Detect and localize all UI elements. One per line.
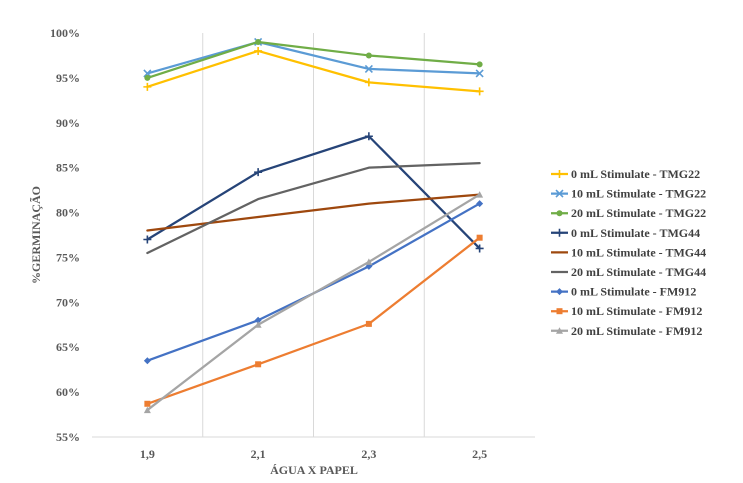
y-tick-label: 55% — [56, 430, 80, 444]
legend-item: 20 mL Stimulate - FM912 — [551, 324, 702, 338]
series-line — [146, 135, 481, 250]
x-tick-label: 2,5 — [472, 447, 487, 461]
series-layer — [143, 37, 484, 414]
legend-item: 0 mL Stimulate - TMG44 — [551, 226, 700, 240]
data-point — [555, 189, 564, 198]
legend-item: 0 mL Stimulate - FM912 — [551, 285, 696, 299]
series-line — [146, 49, 481, 93]
data-point — [365, 320, 372, 327]
legend-label: 20 mL Stimulate - TMG44 — [571, 265, 706, 279]
legend-label: 10 mL Stimulate - FM912 — [571, 304, 702, 318]
legend-label: 0 mL Stimulate - TMG44 — [571, 226, 700, 240]
legend-item: 10 mL Stimulate - TMG22 — [551, 187, 706, 201]
y-tick-label: 90% — [56, 116, 80, 130]
data-point — [144, 400, 151, 407]
data-point — [555, 228, 564, 237]
data-point — [476, 191, 484, 198]
series-line — [146, 40, 481, 80]
data-point — [254, 321, 262, 328]
data-point — [143, 357, 151, 365]
legend-label: 0 mL Stimulate - FM912 — [571, 285, 696, 299]
data-point — [475, 69, 484, 78]
data-point — [365, 52, 372, 59]
series-20-ml-stimulate-fm912 — [143, 191, 484, 414]
data-point — [476, 200, 484, 208]
data-point — [364, 78, 373, 87]
y-axis-title: %GERMINAÇÃO — [29, 186, 43, 284]
data-point — [556, 308, 563, 315]
legend-item: 20 mL Stimulate - TMG44 — [551, 265, 706, 279]
series-10-ml-stimulate-fm912 — [144, 234, 483, 407]
legend-label: 0 mL Stimulate - TMG22 — [571, 167, 700, 181]
data-point — [254, 316, 262, 324]
data-point — [143, 69, 152, 78]
legend-label: 20 mL Stimulate - FM912 — [571, 324, 702, 338]
x-tick-label: 2,3 — [361, 447, 376, 461]
series-20-ml-stimulate-tmg22 — [144, 38, 483, 81]
y-tick-label: 100% — [50, 26, 80, 40]
data-point — [144, 74, 151, 81]
y-tick-label: 95% — [56, 71, 80, 85]
data-point — [364, 132, 373, 141]
data-point — [254, 46, 263, 55]
data-point — [255, 361, 262, 368]
legend-item: 10 mL Stimulate - TMG44 — [551, 245, 706, 259]
x-tick-label: 1,9 — [140, 447, 155, 461]
data-point — [475, 87, 484, 96]
data-point — [556, 327, 563, 334]
data-point — [555, 170, 564, 178]
legend-item: 0 mL Stimulate - TMG22 — [551, 167, 700, 181]
series-line — [146, 40, 481, 75]
data-point — [254, 168, 263, 177]
data-point — [476, 61, 483, 68]
legend-item: 10 mL Stimulate - FM912 — [551, 304, 702, 318]
series-line — [146, 236, 481, 405]
y-tick-label: 80% — [56, 206, 80, 220]
legend-label: 10 mL Stimulate - TMG22 — [571, 187, 706, 201]
data-point — [556, 210, 563, 217]
series-0-ml-stimulate-tmg44 — [143, 132, 484, 253]
legend-item: 20 mL Stimulate - TMG22 — [551, 206, 706, 220]
x-tick-label: 2,1 — [251, 447, 266, 461]
data-point — [475, 244, 484, 253]
legend-label: 10 mL Stimulate - TMG44 — [571, 245, 706, 259]
y-tick-label: 85% — [56, 161, 80, 175]
y-tick-label: 70% — [56, 295, 80, 309]
series-line — [146, 162, 481, 255]
data-point — [364, 64, 373, 73]
data-point — [143, 82, 152, 91]
series-0-ml-stimulate-tmg22 — [143, 46, 484, 96]
data-point — [365, 258, 373, 265]
series-line — [146, 193, 481, 412]
x-axis-title: ÁGUA X PAPEL — [270, 463, 358, 477]
legend-label: 20 mL Stimulate - TMG22 — [571, 206, 706, 220]
y-tick-label: 75% — [56, 250, 80, 264]
data-point — [143, 406, 151, 414]
series-10-ml-stimulate-tmg44 — [146, 193, 481, 232]
data-point — [255, 38, 262, 45]
vertical-gridlines — [202, 33, 425, 437]
y-axis-ticks: 55% 60% 65% 70% 75% 80% 85% 90% 95% 100% — [50, 26, 80, 444]
y-tick-label: 60% — [56, 385, 80, 399]
y-tick-label: 65% — [56, 340, 80, 354]
series-line — [146, 193, 481, 232]
data-point — [556, 288, 563, 296]
x-axis-ticks: 1,9 2,1 2,3 2,5 — [140, 447, 487, 461]
legend: 0 mL Stimulate - TMG22 10 mL Stimulate - … — [551, 167, 706, 338]
series-20-ml-stimulate-tmg44 — [146, 162, 481, 255]
data-point — [143, 235, 152, 244]
data-point — [476, 234, 483, 241]
